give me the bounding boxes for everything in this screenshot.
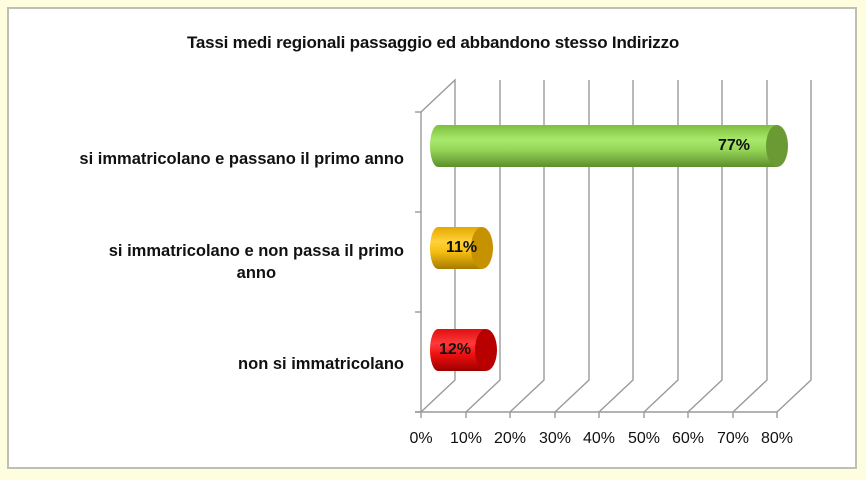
bar-value-label: 11% [446, 239, 478, 256]
bar-value-label: 77% [718, 137, 751, 154]
chart-title: Tassi medi regionali passaggio ed abband… [186, 33, 680, 52]
x-tick-label: 60% [671, 430, 705, 447]
category-label: si immatricolano e non passa il primo an… [108, 242, 404, 282]
x-tick-label: 30% [538, 430, 572, 447]
x-tick-label: 70% [716, 430, 750, 447]
bar-value-label: 12% [439, 341, 472, 358]
bar-non-passa [430, 227, 493, 269]
x-tick-label: 10% [449, 430, 483, 447]
x-tick-label: 50% [627, 430, 661, 447]
bar-passano [430, 125, 788, 167]
x-tick-label: 20% [493, 430, 527, 447]
category-label: non si immatricolano [238, 355, 404, 373]
category-label: si immatricolano e passano il primo anno [79, 150, 404, 168]
gridlines [415, 78, 812, 418]
x-tick-label: 80% [760, 430, 794, 447]
bar-non-immatricolano [430, 329, 497, 371]
x-tick-label: 0% [409, 430, 433, 447]
x-tick-label: 40% [582, 430, 616, 447]
